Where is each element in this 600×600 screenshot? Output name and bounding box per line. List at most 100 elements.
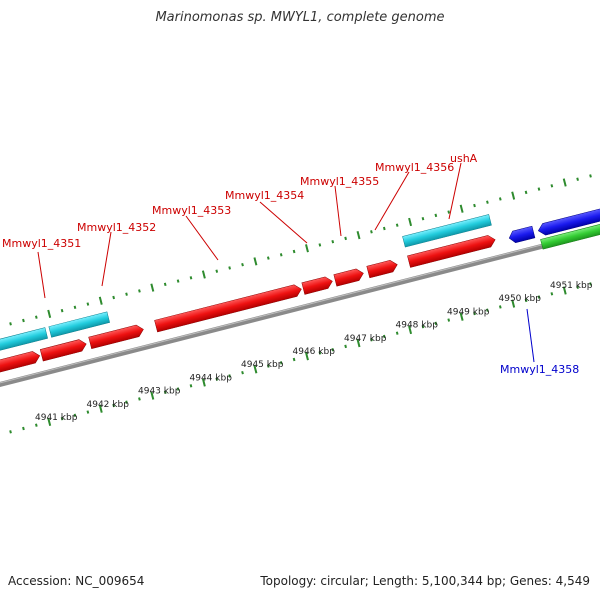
minor-tick [279,361,283,365]
scale-label: 4941 kbp [35,413,78,423]
major-tick [201,270,206,279]
minor-tick [486,308,489,312]
major-tick [562,286,567,295]
minor-tick [241,262,244,267]
major-tick [98,296,103,305]
minor-tick [473,203,476,208]
cds-arrow-mmwyl1-4351 [0,351,41,379]
gene-label-mmwyl1-4353: Mmwyl1_4353 [152,204,231,217]
minor-tick [34,315,38,319]
major-tick [408,217,413,227]
gene-label-mmwyl1-4356: Mmwyl1_4356 [375,161,454,174]
major-tick [98,404,103,413]
minor-tick [9,430,12,434]
minor-tick [318,351,322,355]
feature-bar-green-1 [540,216,600,250]
cds-arrow-mmwyl1-4352a [39,339,87,362]
gene-label-mmwyl1-4352: Mmwyl1_4352 [77,221,156,234]
minor-tick [60,416,64,421]
major-tick [511,299,516,308]
major-tick [253,257,258,266]
major-tick [150,283,155,292]
minor-tick [421,216,425,221]
minor-tick [34,423,38,427]
major-tick [511,191,516,200]
gene-label-mmwyl1-4351: Mmwyl1_4351 [2,237,81,250]
cds-arrow-mmwyl1-4354 [301,276,333,295]
page-title: Marinomonas sp. MWYL1, complete genome [155,10,445,25]
minor-tick [447,210,451,214]
feature-bar-cyan-1 [0,327,48,358]
minor-tick [447,318,451,322]
minor-tick [176,387,180,391]
major-tick [356,230,361,240]
minor-tick [176,279,180,283]
minor-tick [576,177,579,181]
scale-label: 4943 kbp [138,387,181,397]
minor-tick [125,292,128,296]
accession-text: Accession: NC_009654 [8,574,145,588]
minor-tick [125,400,128,404]
minor-tick [550,292,554,296]
minor-tick [395,331,399,335]
minor-tick [331,347,335,352]
major-tick [253,365,258,374]
scale-label: 4942 kbp [87,400,130,410]
minor-tick [344,236,347,241]
scale-label: 4951 kbp [550,281,593,291]
minor-tick [138,289,141,293]
feature-bar-cyan-2 [48,311,110,338]
minor-tick [228,374,231,378]
minor-tick [241,370,244,375]
minor-tick [473,311,476,316]
major-tick [201,378,206,387]
minor-tick [537,295,541,299]
minor-tick [434,321,438,326]
minor-tick [86,302,90,306]
major-tick [356,338,361,348]
cds-arrow-mmwyl1-4356 [366,260,398,279]
minor-tick [86,410,90,414]
minor-tick [421,324,425,329]
scale-labels: 4941 kbp 4942 kbp 4943 kbp 4944 kbp 4945 kbp… [35,281,593,423]
major-tick [150,391,155,400]
cds-arrow-mmwyl1-4358a [508,225,536,244]
minor-tick [163,390,167,395]
topology-summary: Topology: circular; Length: 5,100,344 bp… [260,574,590,588]
minor-tick [524,190,528,195]
major-tick [47,417,52,427]
major-tick [47,309,52,319]
minor-tick [73,413,77,418]
cds-arrow-mmwyl1-4358b [537,202,600,236]
scale-label: 4945 kbp [241,360,284,370]
minor-tick [318,243,322,247]
inner-tick-track [9,282,592,434]
minor-tick [112,295,115,300]
minor-tick [228,266,231,270]
major-tick [459,204,464,213]
genome-backbone [0,221,600,395]
scale-label: 4948 kbp [396,321,439,331]
gene-label-mmwyl1-4355: Mmwyl1_4355 [300,175,379,188]
minor-tick [60,308,64,313]
minor-tick [292,357,296,362]
minor-tick [189,384,193,388]
minor-tick [266,364,270,368]
minor-tick [138,397,141,401]
minor-tick [498,305,502,309]
minor-tick [266,256,270,260]
minor-tick [163,282,167,287]
minor-tick [550,184,554,188]
minor-tick [498,197,502,201]
gene-label-mmwyl1-4358: Mmwyl1_4358 [500,363,579,376]
minor-tick [22,318,25,323]
scale-label: 4946 kbp [293,347,336,357]
minor-tick [434,213,438,218]
minor-tick [292,249,296,254]
minor-tick [395,223,399,227]
outer-tick-track [9,174,592,326]
minor-tick [215,377,219,381]
cds-arrow-mmwyl1-4353 [154,284,302,333]
cds-arrow-mmwyl1-4352b [88,324,144,350]
